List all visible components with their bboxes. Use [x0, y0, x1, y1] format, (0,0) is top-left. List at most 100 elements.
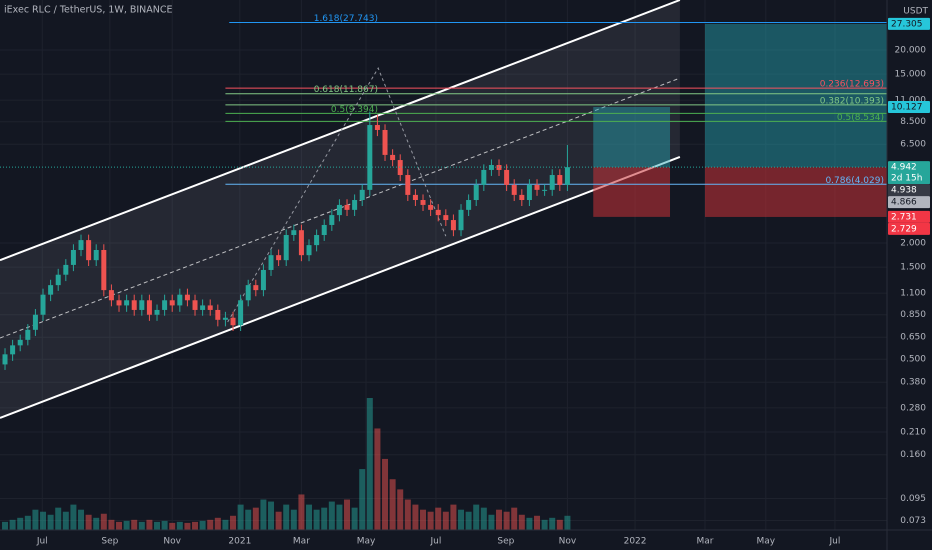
candle-body: [519, 194, 525, 201]
candle-body: [215, 309, 221, 320]
candle-body: [40, 294, 46, 315]
channel-lower: [0, 156, 681, 419]
y-tick-label: 0.210: [900, 427, 926, 437]
x-tick-label: Mar: [696, 537, 713, 547]
candle-body: [48, 285, 54, 295]
volume-bar: [237, 504, 244, 530]
volume-bar: [412, 504, 419, 530]
candle-body: [154, 309, 160, 315]
price-label: 4.866: [891, 198, 917, 208]
y-tick-label: 0.500: [900, 355, 926, 365]
price-label: 4.942: [891, 163, 917, 173]
volume-bar: [290, 509, 297, 530]
volume-bar: [283, 504, 290, 530]
candle-body: [131, 300, 137, 310]
price-label-box: [888, 161, 930, 185]
candle-body: [481, 169, 487, 185]
x-tick-label: Nov: [163, 537, 181, 547]
candle-body: [108, 290, 114, 301]
volume-bar: [108, 519, 115, 530]
volume-bar: [511, 507, 518, 530]
candle-body: [329, 215, 335, 225]
y-tick-label: 0.095: [900, 494, 926, 504]
volume-bar: [199, 520, 206, 530]
y-tick-label: 0.380: [900, 378, 926, 388]
candle-body: [397, 160, 403, 176]
candle-body: [450, 220, 456, 231]
y-tick-label: 11.000: [895, 96, 927, 106]
candle-body: [70, 249, 76, 265]
candle-body: [177, 294, 183, 306]
candle-body: [184, 294, 190, 301]
position-loss: [593, 167, 671, 217]
volume-bar: [389, 479, 396, 530]
y-tick-label: 20.000: [895, 45, 927, 55]
y-tick-label: 0.073: [900, 516, 926, 526]
position-loss: [704, 167, 887, 217]
fib-label: 0.618(11.867): [314, 85, 378, 95]
candle-body: [17, 339, 23, 346]
volume-bar: [366, 398, 373, 530]
volume-bar: [328, 501, 335, 530]
candle-body: [276, 255, 282, 261]
volume-bar: [382, 458, 389, 530]
price-label-box: [888, 184, 930, 197]
volume-bar: [161, 520, 168, 530]
volume-bar: [222, 519, 229, 530]
fib-label: 0.5(8.534): [837, 113, 884, 123]
y-tick-label: 1.100: [900, 289, 926, 299]
volume-bar: [100, 513, 107, 530]
price-label-box: [888, 101, 930, 114]
volume-bar: [321, 507, 328, 530]
candle-body: [245, 285, 251, 301]
price-label-box: [888, 222, 930, 235]
y-tick-label: 8.500: [900, 117, 926, 127]
candle-body: [253, 285, 259, 291]
fib-label: 1.618(27.743): [314, 14, 378, 24]
volume-bar: [138, 521, 145, 530]
volume-bar: [62, 511, 69, 530]
candle-body: [435, 209, 441, 216]
volume-bar: [344, 499, 351, 530]
volume-bar: [146, 519, 153, 530]
volume-bar: [374, 428, 381, 530]
volume-bar: [526, 517, 533, 530]
y-tick-label: 0.650: [900, 333, 926, 343]
volume-bar: [473, 504, 480, 530]
candle-body: [291, 230, 297, 236]
x-tick-label: Sep: [101, 537, 118, 547]
x-tick-label: 2022: [624, 537, 647, 547]
candle-body: [420, 200, 426, 205]
x-tick-label: Sep: [497, 537, 514, 547]
y-tick-label: 2.000: [900, 239, 926, 249]
candle-body: [412, 194, 418, 201]
candle-body: [336, 204, 342, 216]
volume-bar: [404, 499, 411, 530]
fib-label: 0.236(12.693): [820, 80, 884, 90]
candle-body: [443, 215, 449, 221]
candle-body: [146, 300, 152, 315]
volume-bar: [549, 517, 556, 530]
countdown: 2d 15h: [891, 174, 922, 184]
fib-label: 0.5(9.394): [331, 105, 378, 115]
volume-bar: [154, 521, 161, 530]
candle-body: [25, 329, 31, 340]
chart-title: iExec RLC / TetherUS, 1W, BINANCE: [4, 5, 173, 16]
volume-bar: [184, 522, 191, 530]
x-tick-label: Jul: [36, 537, 48, 547]
volume-bar: [420, 509, 427, 530]
volume-bar: [47, 514, 54, 530]
candle-body: [230, 317, 236, 326]
volume-bar: [480, 507, 487, 530]
candle-body: [63, 264, 69, 275]
y-tick-label: 1.500: [900, 263, 926, 273]
volume-bar: [351, 507, 358, 530]
price-label-box: [888, 196, 930, 209]
x-tick-label: Mar: [293, 537, 310, 547]
candle-body: [382, 129, 388, 155]
price-label-box: [888, 17, 930, 30]
volume-bar: [252, 507, 259, 530]
candle-body: [458, 209, 464, 231]
